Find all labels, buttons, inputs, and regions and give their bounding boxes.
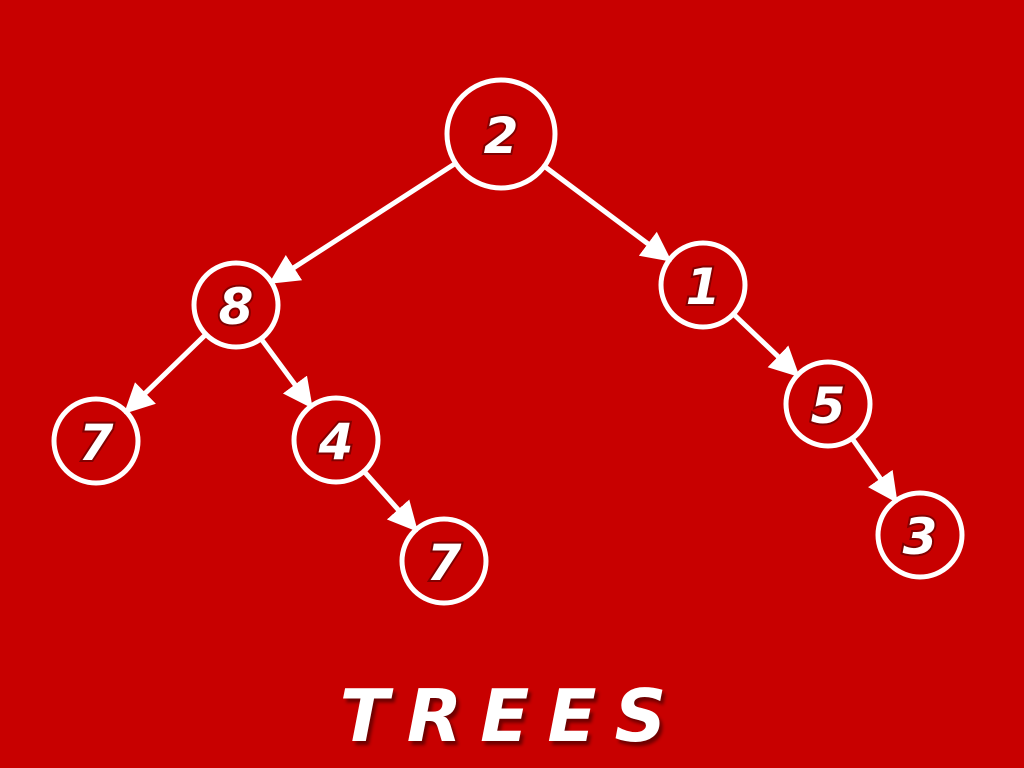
tree-node-left-right: 4 bbox=[291, 395, 381, 485]
tree-node-right: 1 bbox=[658, 240, 748, 330]
tree-node-left-left: 7 bbox=[51, 396, 141, 486]
edge-root-to-right bbox=[541, 163, 672, 262]
node-label: 8 bbox=[219, 278, 254, 336]
node-circle bbox=[51, 396, 141, 486]
tree-node-root: 2 bbox=[444, 77, 558, 191]
node-label: 3 bbox=[903, 508, 938, 566]
node-circle bbox=[658, 240, 748, 330]
tree-node-right-right-right: 3 bbox=[875, 490, 965, 580]
node-label: 7 bbox=[79, 414, 114, 472]
node-label: 7 bbox=[427, 534, 462, 592]
edge-root-to-left bbox=[268, 160, 459, 284]
node-label: 5 bbox=[811, 377, 846, 435]
edge-left-to-left-right bbox=[258, 336, 313, 409]
node-circle bbox=[444, 77, 558, 191]
node-circle bbox=[783, 359, 873, 449]
nodes-layer: 2 8 1 7 4 7 5 3 bbox=[51, 77, 965, 606]
edges-layer bbox=[123, 160, 898, 532]
edge-right-to-right-right bbox=[730, 311, 800, 378]
tree-node-left: 8 bbox=[191, 260, 281, 350]
edge-left-to-left-left bbox=[123, 331, 209, 414]
node-circle bbox=[875, 490, 965, 580]
edge-left-right-to-left-right-right bbox=[361, 468, 418, 532]
tree-node-right-right: 5 bbox=[783, 359, 873, 449]
node-circle bbox=[291, 395, 381, 485]
tree-node-left-right-right: 7 bbox=[399, 516, 489, 606]
edge-right-right-to-right-right-right bbox=[849, 435, 898, 504]
node-circle bbox=[399, 516, 489, 606]
node-label: 1 bbox=[686, 258, 721, 316]
node-label: 2 bbox=[484, 107, 519, 165]
diagram-title: TREES bbox=[339, 674, 685, 758]
node-label: 4 bbox=[318, 413, 354, 471]
node-circle bbox=[191, 260, 281, 350]
